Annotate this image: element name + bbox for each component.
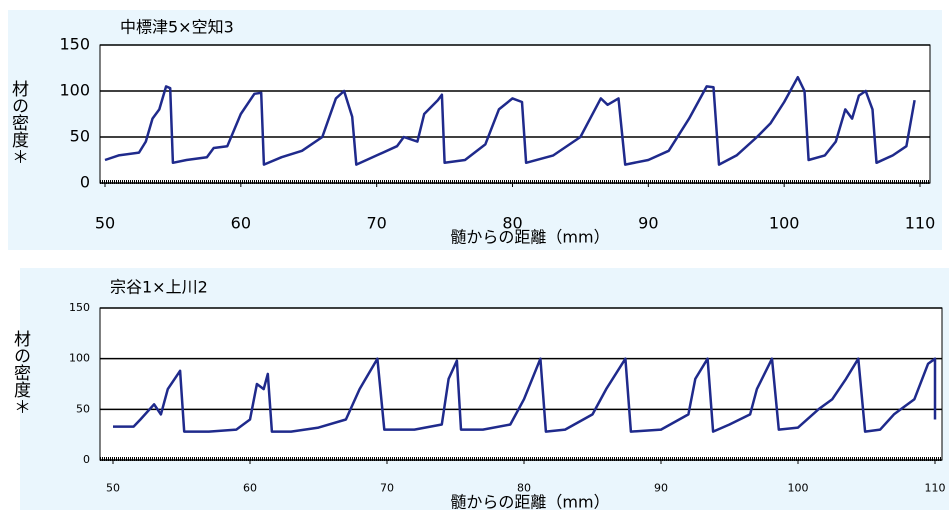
y-tick-label: 50: [70, 127, 90, 146]
x-tick-label: 60: [243, 482, 257, 495]
y-axis-label: 材の密度＊: [8, 80, 29, 165]
x-tick-label: 90: [638, 214, 658, 233]
y-tick-label: 0: [83, 453, 90, 466]
x-tick-label: 90: [654, 482, 668, 495]
x-tick-label: 80: [517, 482, 531, 495]
data-line: [113, 357, 937, 433]
plot-area: [99, 44, 931, 184]
chart-title: 宗谷1×上川2: [110, 278, 208, 297]
y-tick-label: 150: [69, 301, 90, 314]
x-tick-label: 60: [231, 214, 251, 233]
y-tick-label: 0: [80, 173, 90, 192]
x-tick-label: 50: [106, 482, 120, 495]
x-tick-label: 70: [380, 482, 394, 495]
y-tick-label: 100: [59, 81, 90, 100]
x-tick-label: 100: [788, 482, 809, 495]
x-tick-label: 110: [925, 482, 946, 495]
y-tick-label: 100: [69, 352, 90, 365]
chart-title: 中標津5×空知3: [120, 18, 234, 37]
y-tick-label: 150: [59, 35, 90, 54]
x-tick-label: 70: [366, 214, 386, 233]
plot-area: [99, 307, 943, 461]
y-axis-label: 材の密度＊: [10, 330, 31, 415]
x-tick-label: 50: [95, 214, 115, 233]
x-tick-label: 100: [769, 214, 800, 233]
x-tick-label: 80: [502, 214, 522, 233]
x-tick-label: 110: [905, 214, 936, 233]
data-line: [104, 75, 916, 166]
y-tick-label: 50: [76, 402, 90, 415]
x-axis-label: 髄からの距離（mm）: [450, 228, 609, 247]
x-axis-label: 髄からの距離（mm）: [450, 493, 609, 512]
